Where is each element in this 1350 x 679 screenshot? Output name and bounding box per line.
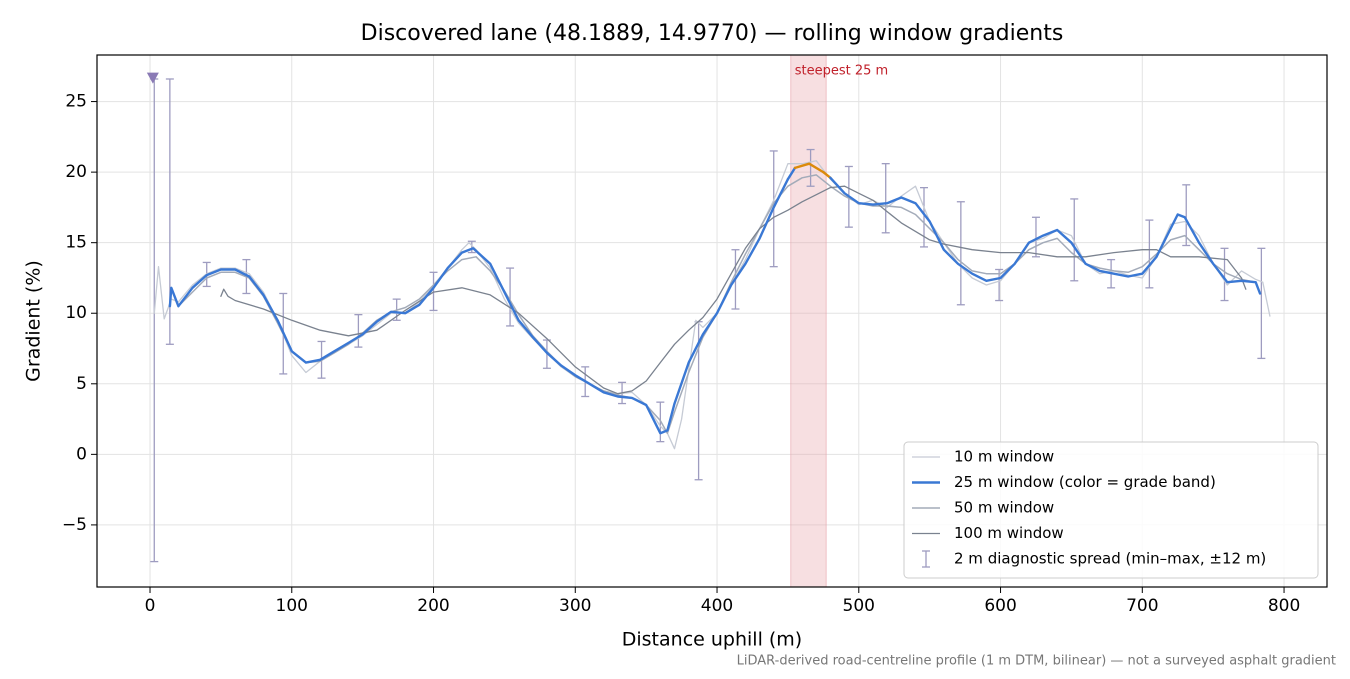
footnote: LiDAR-derived road-centreline profile (1… [737, 654, 1336, 669]
y-axis-label: Gradient (%) [23, 260, 45, 382]
error-bar [467, 240, 476, 254]
clip-marker [146, 72, 159, 84]
line-connector [786, 166, 797, 181]
chart-title: Discovered lane (48.1889, 14.9770) — rol… [361, 21, 1064, 46]
error-bar [1220, 247, 1229, 302]
x-tick-label: 200 [417, 596, 449, 616]
error-bar [1145, 219, 1154, 289]
legend-label: 2 m diagnostic spread (min–max, ±12 m) [954, 550, 1266, 568]
y-tick-label: −5 [62, 515, 87, 535]
error-bar [1257, 247, 1266, 360]
span-label: steepest 25 m [795, 64, 888, 79]
error-bar [354, 313, 363, 348]
y-tick-label: 20 [65, 162, 87, 182]
x-tick-label: 0 [145, 596, 156, 616]
error-bar [506, 267, 515, 327]
steepest-span [790, 54, 827, 588]
error-bar [806, 148, 815, 187]
legend-label: 25 m window (color = grade band) [954, 473, 1216, 491]
y-tick-label: 15 [65, 233, 87, 253]
error-bar [956, 201, 965, 306]
y-tick-label: 5 [76, 374, 87, 394]
x-tick-label: 700 [1126, 596, 1158, 616]
x-axis-label: Distance uphill (m) [622, 629, 802, 651]
y-tick-label: 25 [65, 92, 87, 112]
error-bar [1031, 216, 1040, 258]
x-tick-label: 800 [1268, 596, 1300, 616]
x-tick-label: 100 [276, 596, 308, 616]
legend: 10 m window 25 m window (color = grade ba… [903, 441, 1319, 579]
series-line [829, 176, 1262, 295]
legend-label: 50 m window [954, 499, 1054, 517]
legend-box [903, 441, 1319, 579]
error-bar [995, 268, 1004, 302]
error-bar [429, 271, 438, 312]
y-tick-label: 0 [76, 444, 87, 464]
legend-swatch [922, 550, 930, 568]
x-tick-label: 400 [701, 596, 733, 616]
plot-frame [96, 54, 1328, 588]
x-tick-label: 600 [984, 596, 1016, 616]
y-tick-label: 10 [65, 303, 87, 323]
series-line [793, 162, 825, 174]
x-tick-label: 500 [843, 596, 875, 616]
error-bar [1182, 184, 1191, 247]
line-connector [822, 170, 832, 179]
legend-label: 10 m window [954, 448, 1054, 466]
x-tick-label: 300 [559, 596, 591, 616]
series-line [168, 178, 790, 435]
error-bar [881, 163, 890, 234]
legend-label: 100 m window [954, 524, 1064, 542]
